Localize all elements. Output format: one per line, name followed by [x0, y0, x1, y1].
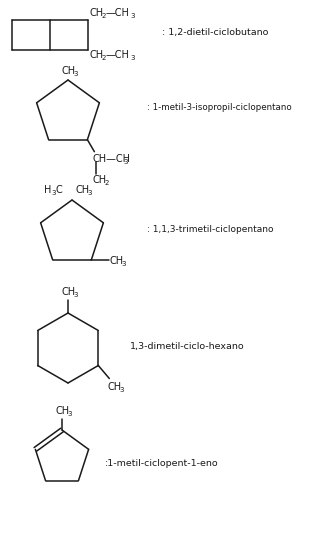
Text: 2: 2 — [102, 13, 106, 19]
Text: H: H — [44, 185, 51, 195]
Text: CH: CH — [90, 50, 104, 60]
Text: C: C — [55, 185, 62, 195]
Text: 2: 2 — [105, 180, 109, 185]
Text: 3: 3 — [87, 190, 91, 196]
Text: :1-metil-ciclopent-1-eno: :1-metil-ciclopent-1-eno — [105, 458, 218, 467]
Text: CH: CH — [75, 185, 89, 195]
Text: 3: 3 — [121, 261, 126, 266]
Text: 3: 3 — [73, 292, 78, 298]
Text: : 1,1,3-trimetil-ciclopentano: : 1,1,3-trimetil-ciclopentano — [147, 225, 274, 235]
Text: 3: 3 — [119, 386, 124, 392]
Text: —CH: —CH — [106, 50, 130, 60]
Text: 3: 3 — [130, 13, 135, 19]
Text: CH: CH — [61, 287, 75, 297]
Text: CH: CH — [92, 175, 106, 185]
Text: —CH: —CH — [106, 8, 130, 18]
Text: 2: 2 — [102, 55, 106, 61]
Text: CH: CH — [110, 256, 124, 265]
Text: CH: CH — [61, 66, 75, 76]
Text: 1,3-dimetil-ciclo-hexano: 1,3-dimetil-ciclo-hexano — [130, 342, 245, 351]
Text: CH: CH — [55, 406, 69, 416]
Text: CH: CH — [107, 382, 121, 392]
Text: 3: 3 — [51, 190, 55, 196]
Text: 3: 3 — [73, 71, 78, 77]
Text: : 1-metil-3-isopropil-ciclopentano: : 1-metil-3-isopropil-ciclopentano — [147, 103, 292, 112]
Text: CH—CH: CH—CH — [92, 154, 131, 164]
Text: CH: CH — [90, 8, 104, 18]
Text: 3: 3 — [123, 159, 128, 165]
Text: 3: 3 — [130, 55, 135, 61]
Text: 3: 3 — [67, 411, 71, 417]
Text: : 1,2-dietil-ciclobutano: : 1,2-dietil-ciclobutano — [162, 28, 268, 37]
